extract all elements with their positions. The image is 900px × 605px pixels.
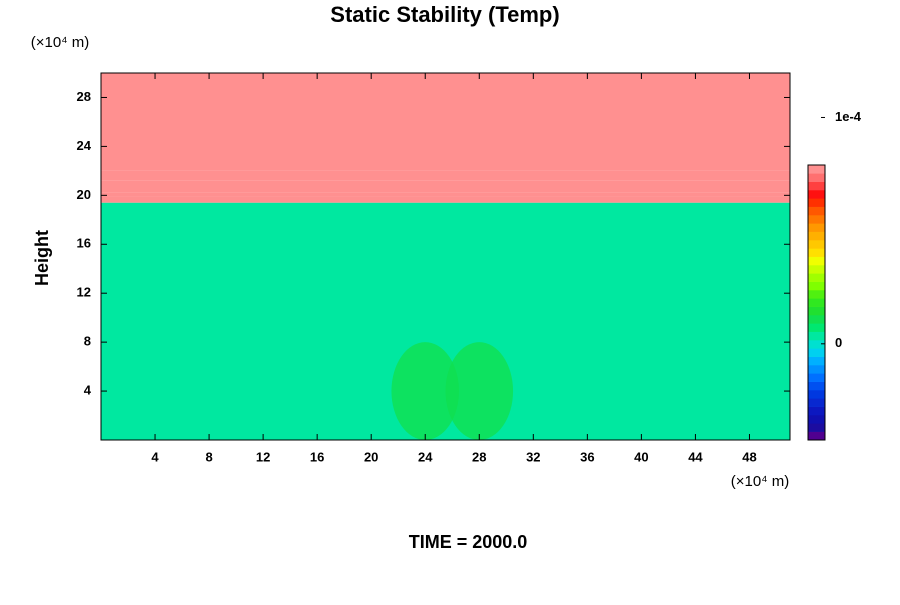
x-tick-label: 32	[526, 449, 540, 464]
colorbar-swatch	[808, 365, 825, 374]
colorbar-swatch	[808, 281, 825, 291]
contour-band	[101, 187, 790, 193]
colorbar-tick-label: 0	[835, 335, 842, 350]
colorbar-swatch	[808, 298, 825, 307]
colorbar-swatch	[808, 231, 825, 241]
colorbar-swatch	[808, 406, 825, 416]
colorbar-swatch	[808, 323, 825, 332]
colorbar-swatch	[808, 165, 825, 174]
colorbar-swatch	[808, 273, 825, 282]
colorbar-tick-label: 1e-4	[835, 109, 862, 124]
colorbar-frame	[807, 164, 826, 441]
colorbar-swatch	[808, 240, 825, 249]
colorbar-swatch	[808, 381, 825, 391]
colorbar-swatch	[808, 306, 825, 316]
x-tick-label: 8	[205, 449, 212, 464]
x-tick-label: 48	[742, 449, 756, 464]
colorbar-swatch	[808, 290, 825, 299]
colorbar-swatch	[808, 398, 825, 407]
y-tick-label: 4	[84, 383, 92, 398]
y-tick-label: 16	[77, 236, 91, 251]
colorbar-swatch	[808, 198, 825, 207]
contour-band	[101, 170, 790, 181]
y-unit: (×10⁴ m)	[31, 34, 90, 51]
plot-frame	[100, 72, 791, 441]
x-tick-label: 20	[364, 449, 378, 464]
contour-band	[101, 196, 790, 200]
colorbar-swatch	[808, 181, 825, 191]
x-tick-label: 40	[634, 449, 648, 464]
y-tick-label: 20	[77, 187, 91, 202]
x-tick-label: 4	[151, 449, 159, 464]
y-axis-label: Height	[32, 230, 52, 286]
chart-title: Static Stability (Temp)	[330, 2, 559, 27]
contour-band	[101, 73, 790, 171]
contour-band	[101, 199, 790, 203]
colorbar-swatch	[808, 390, 825, 399]
colorbar-swatch	[808, 206, 825, 216]
x-tick-label: 36	[580, 449, 594, 464]
y-tick-label: 8	[84, 334, 91, 349]
colorbar-swatch	[808, 340, 825, 349]
y-tick-label: 28	[77, 89, 91, 104]
contour-band	[101, 192, 790, 197]
colorbar-swatch	[808, 431, 825, 441]
x-tick-label: 28	[472, 449, 486, 464]
colorbar-swatch	[808, 256, 825, 266]
x-tick-label: 12	[256, 449, 270, 464]
footer: TIME = 2000.0	[409, 532, 528, 552]
contour-blob	[445, 342, 514, 441]
colorbar-swatch	[808, 315, 825, 324]
colorbar-swatch	[808, 415, 825, 424]
x-tick-label: 16	[310, 449, 324, 464]
contour-band	[101, 180, 790, 188]
y-tick-label: 12	[77, 285, 91, 300]
x-tick-label: 44	[688, 449, 703, 464]
colorbar-swatch	[808, 173, 825, 182]
x-tick-label: 24	[418, 449, 433, 464]
colorbar-swatch	[808, 190, 825, 199]
colorbar-swatch	[808, 348, 825, 357]
colorbar-swatch	[808, 223, 825, 232]
y-tick-label: 24	[77, 138, 92, 153]
colorbar-swatch	[808, 373, 825, 382]
colorbar-swatch	[808, 215, 825, 224]
contour-blob	[391, 342, 460, 441]
x-unit: (×10⁴ m)	[731, 473, 790, 490]
colorbar-swatch	[808, 265, 825, 274]
colorbar-swatch	[808, 248, 825, 257]
colorbar-swatch	[808, 423, 825, 432]
colorbar-swatch	[808, 331, 825, 341]
colorbar-swatch	[808, 356, 825, 366]
